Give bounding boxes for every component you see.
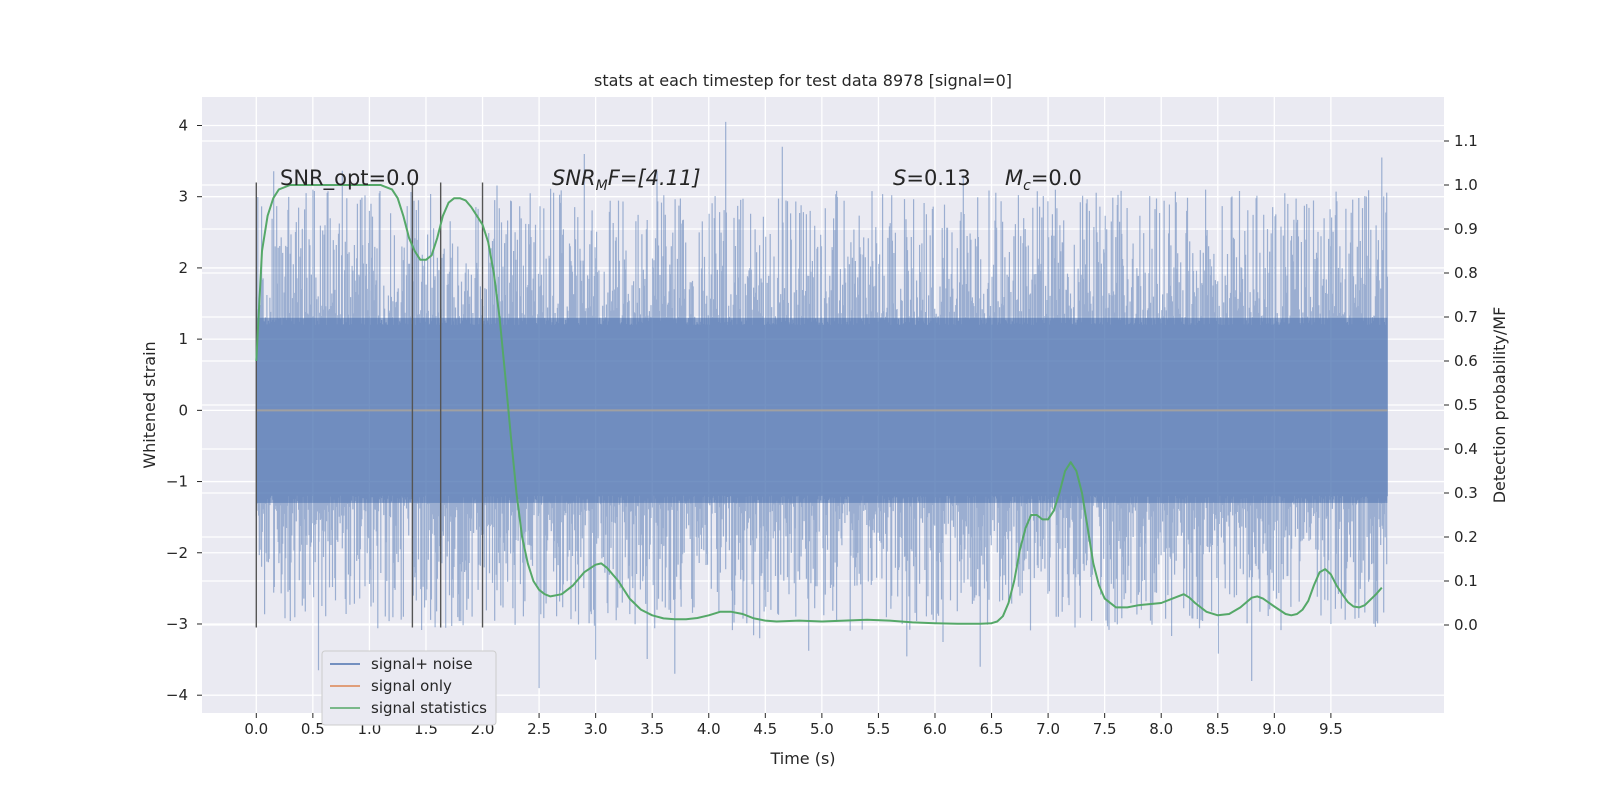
y-axis-ticks: 4 3 2 1 0 −1 −2 −3 −4 [166, 116, 202, 704]
legend-label-statistics: signal statistics [371, 699, 487, 717]
y-axis-label: Whitened strain [140, 341, 159, 468]
annotation-snr-mf: SNRMF=[4.11] [552, 166, 701, 194]
legend-box [321, 650, 497, 726]
annotation-mc: Mc=0.0 [1005, 166, 1082, 194]
y2-tick-label: 0.2 [1454, 528, 1478, 546]
annotation-s: S=0.13 [893, 166, 971, 190]
x-tick-label: 2.5 [527, 720, 551, 738]
series-signal-statistics [255, 184, 1383, 625]
y-tick-label: −3 [166, 615, 188, 633]
x-tick-label: 3.5 [640, 720, 664, 738]
x-tick-label: 3.0 [584, 720, 608, 738]
annotation-snr-mf-var: SNR [552, 166, 596, 190]
annotation-mc-value: =0.0 [1031, 166, 1082, 190]
x-tick-label: 4.0 [697, 720, 721, 738]
statistics-line [255, 184, 1383, 625]
y-tick-label: −2 [166, 544, 188, 562]
legend-label-noise: signal+ noise [371, 655, 473, 673]
y-tick-label: 3 [178, 188, 188, 206]
annotation-mc-var: M [1005, 166, 1023, 190]
x-tick-label: 9.0 [1262, 720, 1286, 738]
annotation-mc-sub: c [1023, 178, 1031, 194]
y-tick-label: 2 [178, 259, 188, 277]
annotation-s-value: =0.13 [906, 166, 970, 190]
y-tick-label: 1 [178, 330, 188, 348]
y-tick-label: 0 [178, 401, 188, 419]
y2-tick-label: 0.3 [1454, 484, 1478, 502]
y-tick-label: 4 [178, 116, 188, 134]
x-tick-label: 5.5 [866, 720, 890, 738]
x-tick-label: 4.5 [753, 720, 777, 738]
x-tick-label: 7.5 [1093, 720, 1117, 738]
x-tick-label: 8.0 [1149, 720, 1173, 738]
y2-tick-label: 1.1 [1454, 132, 1478, 150]
y2-tick-label: 0.9 [1454, 220, 1478, 238]
annotation-snr-mf-value: F=[4.11] [608, 166, 701, 190]
x-tick-label: 5.0 [810, 720, 834, 738]
chart-title: stats at each timestep for test data 897… [594, 71, 1012, 90]
annotation-snr-mf-sub: M [596, 178, 608, 194]
y-tick-label: −1 [166, 473, 188, 491]
y2-axis-ticks: 1.1 1.0 0.9 0.8 0.7 0.6 0.5 0.4 0.3 0.2 0.1 0.0 [1444, 132, 1478, 634]
y2-tick-label: 0.6 [1454, 352, 1478, 370]
y2-axis-label: Detection probability/MF [1490, 307, 1509, 504]
x-tick-label: 7.0 [1036, 720, 1060, 738]
annotation-snr-opt: SNR_opt=0.0 [280, 166, 420, 191]
y-tick-label: −4 [166, 686, 188, 704]
x-tick-label: 8.5 [1206, 720, 1230, 738]
y2-tick-label: 0.5 [1454, 396, 1478, 414]
legend-label-signal: signal only [371, 677, 452, 695]
y2-tick-label: 0.4 [1454, 440, 1478, 458]
y2-tick-label: 0.0 [1454, 616, 1478, 634]
x-axis-label: Time (s) [769, 749, 835, 768]
legend: signal+ noise signal only signal statist… [321, 650, 497, 726]
annotation-s-var: S [893, 166, 906, 190]
vertical-markers [255, 182, 484, 628]
x-tick-label: 0.0 [244, 720, 268, 738]
x-tick-label: 0.5 [301, 720, 325, 738]
y2-tick-label: 0.1 [1454, 572, 1478, 590]
x-tick-label: 9.5 [1319, 720, 1343, 738]
x-tick-label: 6.0 [923, 720, 947, 738]
y2-tick-label: 0.7 [1454, 308, 1478, 326]
y2-tick-label: 1.0 [1454, 176, 1478, 194]
annotations: SNR_opt=0.0 SNRMF=[4.11] S=0.13 Mc=0.0 [280, 166, 1082, 194]
x-tick-label: 6.5 [980, 720, 1004, 738]
y2-tick-label: 0.8 [1454, 264, 1478, 282]
